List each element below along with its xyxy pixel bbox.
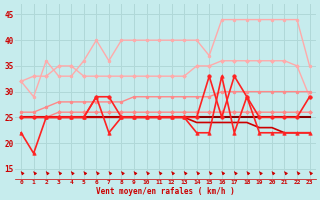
X-axis label: Vent moyen/en rafales ( km/h ): Vent moyen/en rafales ( km/h ) bbox=[96, 187, 235, 196]
